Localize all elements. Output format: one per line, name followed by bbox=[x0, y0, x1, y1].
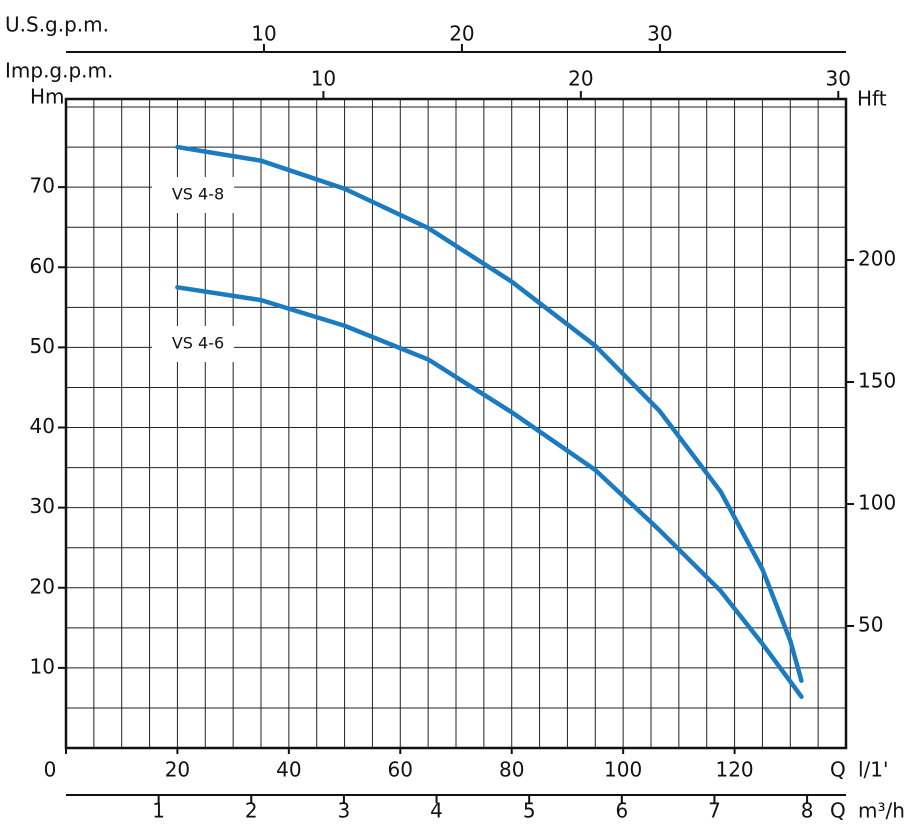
y-tick-label: 70 bbox=[30, 174, 55, 198]
series-label-bg bbox=[152, 326, 234, 362]
secondary-x-tick-label: 5 bbox=[523, 799, 536, 823]
series-label: VS 4-6 bbox=[172, 334, 224, 353]
secondary-x-tick-label: 7 bbox=[708, 799, 721, 823]
x-tick-label: 80 bbox=[499, 758, 524, 782]
imp-gpm-label: Imp.g.p.m. bbox=[5, 59, 113, 83]
secondary-x-tick-label: 4 bbox=[430, 799, 443, 823]
y-axis-label: Hm bbox=[30, 85, 65, 109]
m3h-axis-label: Q bbox=[830, 799, 846, 823]
y-tick-label: 10 bbox=[30, 654, 55, 678]
x-tick-label: 20 bbox=[165, 758, 190, 782]
series-label-bg bbox=[152, 177, 234, 213]
secondary-x-tick-label: 1 bbox=[152, 799, 165, 823]
secondary-x-tick-label: 6 bbox=[615, 799, 628, 823]
y2-tick-label: 50 bbox=[858, 613, 883, 637]
x-axis-label: Q bbox=[830, 758, 846, 782]
secondary-x-tick-label: 10 bbox=[311, 67, 336, 91]
y2-axis-label: Hft bbox=[857, 87, 887, 111]
secondary-x-tick-label: 2 bbox=[245, 799, 258, 823]
x-tick-label: 0 bbox=[44, 758, 57, 782]
y-tick-label: 40 bbox=[30, 414, 55, 438]
secondary-x-tick-label: 30 bbox=[647, 22, 672, 46]
secondary-x-tick-label: 30 bbox=[826, 67, 851, 91]
y-tick-label: 30 bbox=[30, 494, 55, 518]
x-tick-label: 60 bbox=[388, 758, 413, 782]
secondary-x-tick-label: 20 bbox=[568, 67, 593, 91]
series-line bbox=[175, 144, 804, 683]
x-tick-label: 120 bbox=[715, 758, 753, 782]
m3h-axis-unit: m³/h bbox=[858, 799, 905, 823]
y2-tick-label: 200 bbox=[858, 247, 896, 271]
y2-tick-label: 150 bbox=[858, 369, 896, 393]
us-gpm-label: U.S.g.p.m. bbox=[5, 13, 109, 37]
x-tick-label: 40 bbox=[276, 758, 301, 782]
secondary-x-tick-label: 3 bbox=[338, 799, 351, 823]
secondary-x-tick-label: 20 bbox=[449, 22, 474, 46]
secondary-x-tick-label: 10 bbox=[251, 22, 276, 46]
plot-frame bbox=[64, 97, 848, 750]
y2-tick-label: 100 bbox=[858, 491, 896, 515]
y-tick-label: 20 bbox=[30, 574, 55, 598]
x-axis-unit: l/1' bbox=[858, 758, 889, 782]
secondary-x-tick-label: 8 bbox=[801, 799, 814, 823]
y-tick-label: 50 bbox=[30, 334, 55, 358]
series-label: VS 4-8 bbox=[172, 185, 224, 204]
y-tick-label: 60 bbox=[30, 254, 55, 278]
series-line bbox=[175, 285, 804, 699]
x-tick-label: 100 bbox=[604, 758, 642, 782]
